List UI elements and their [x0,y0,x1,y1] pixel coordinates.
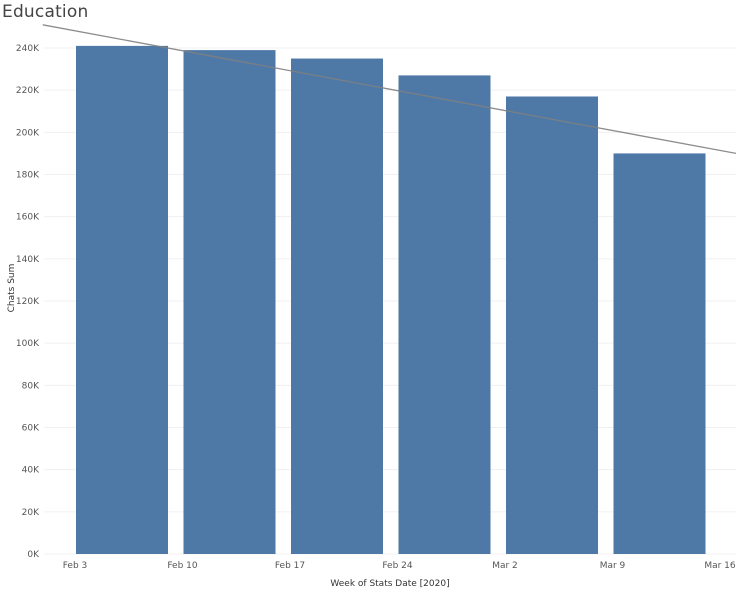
x-axis-ticks: Feb 3 Feb 10 Feb 17 Feb 24 Mar 2 Mar 9 Mar 16 [63,561,736,571]
x-tick-label: Feb 24 [382,561,413,571]
chart-title: Education [2,2,89,22]
x-tick-label: Mar 9 [600,561,626,571]
bar [183,50,276,554]
y-tick-label: 220K [16,86,40,96]
y-axis-ticks: 0K 20K 40K 60K 80K 100K 120K 140K 160K 180K 200K 22… [16,44,40,560]
y-axis-label: Chats Sum [7,264,17,313]
x-tick-label: Mar 2 [492,561,518,571]
y-tick-label: 140K [16,255,40,265]
trend-line [42,24,736,155]
y-tick-label: 120K [16,297,40,307]
bar [613,153,706,554]
y-tick-label: 160K [16,213,40,223]
bar [398,75,491,555]
bar [291,58,383,555]
y-tick-label: 200K [16,128,40,138]
bar [76,45,168,555]
y-tick-label: 180K [16,171,40,181]
y-tick-label: 40K [22,466,40,476]
x-tick-label: Feb 3 [63,561,88,571]
x-tick-label: Mar 16 [704,561,736,571]
bars [76,45,706,555]
x-tick-label: Feb 10 [167,561,198,571]
bar [506,96,598,554]
y-tick-label: 80K [22,381,40,391]
y-tick-label: 60K [22,424,40,434]
x-tick-label: Feb 17 [275,561,305,571]
y-tick-label: 100K [16,339,40,349]
y-tick-label: 20K [22,508,40,518]
y-tick-label: 240K [16,44,40,54]
trend-line-group [42,24,736,155]
y-tick-label: 0K [27,550,40,560]
x-axis-label: Week of Stats Date [2020] [330,579,449,589]
